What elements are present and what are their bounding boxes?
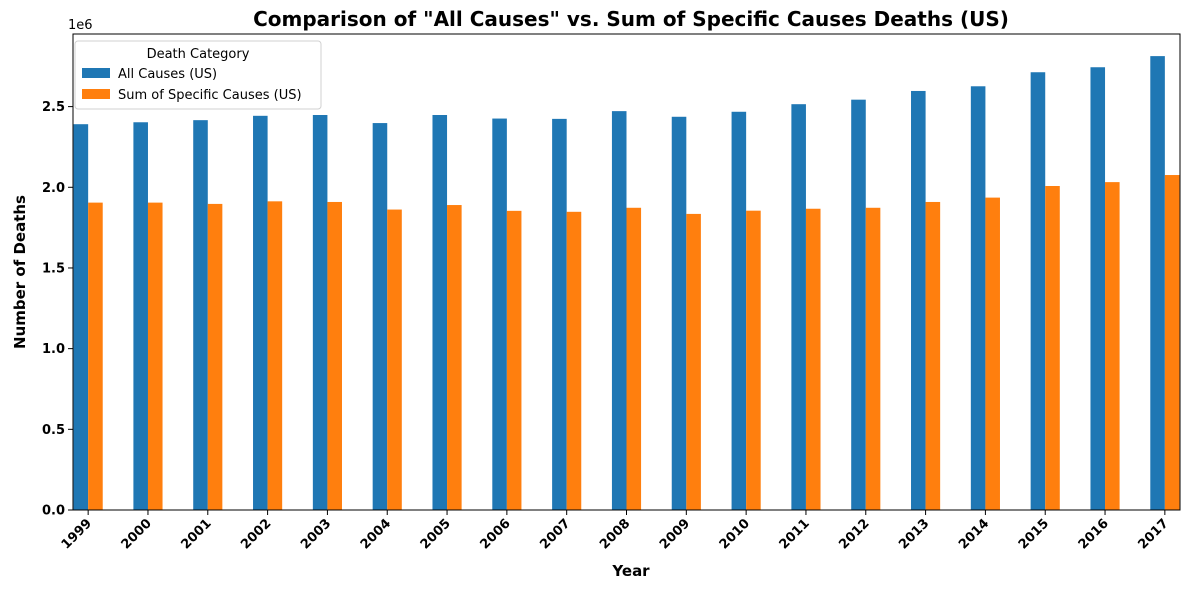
bar-all-causes-2001 bbox=[193, 120, 208, 510]
bar-all-causes-2003 bbox=[312, 115, 328, 510]
y-tick-label: 2.0 bbox=[42, 181, 65, 196]
bar-all-causes-2011 bbox=[791, 104, 806, 510]
bar-all-causes-2012 bbox=[851, 99, 866, 511]
legend-swatch-all-causes bbox=[82, 68, 110, 78]
bar-all-causes-2015 bbox=[1030, 72, 1046, 511]
bar-all-causes-2000 bbox=[133, 122, 148, 510]
bar-specific-causes-2015 bbox=[1045, 186, 1060, 510]
y-axis-ticks: 0.0 0.5 1.0 1.5 2.0 2.5 bbox=[42, 100, 73, 519]
bar-all-causes-2004 bbox=[372, 123, 388, 510]
x-tick-label: 2011 bbox=[777, 516, 813, 552]
bar-specific-causes-1999 bbox=[88, 202, 103, 510]
bar-specific-causes-2009 bbox=[686, 213, 701, 510]
legend-label-specific-causes: Sum of Specific Causes (US) bbox=[118, 88, 302, 103]
bar-specific-causes-2004 bbox=[387, 209, 402, 510]
x-tick-label: 2006 bbox=[477, 516, 513, 552]
x-tick-label: 2001 bbox=[178, 516, 214, 552]
bar-specific-causes-2002 bbox=[267, 201, 283, 510]
bar-all-causes-1999 bbox=[73, 124, 89, 510]
bar-all-causes-2006 bbox=[492, 118, 507, 511]
x-tick-label: 2008 bbox=[597, 516, 633, 552]
bar-specific-causes-2006 bbox=[506, 210, 522, 510]
bar-all-causes-2016 bbox=[1090, 67, 1106, 511]
x-tick-label: 2016 bbox=[1076, 516, 1112, 552]
legend-title: Death Category bbox=[147, 47, 250, 62]
x-tick-label: 1999 bbox=[59, 516, 95, 552]
bar-all-causes-2007 bbox=[552, 118, 567, 511]
legend-label-all-causes: All Causes (US) bbox=[118, 67, 217, 82]
plot-frame bbox=[72, 33, 1181, 511]
x-axis-label: Year bbox=[611, 562, 650, 580]
x-tick-label: 2015 bbox=[1016, 516, 1052, 552]
x-tick-label: 2017 bbox=[1135, 516, 1171, 552]
bar-specific-causes-2010 bbox=[746, 210, 761, 510]
x-axis-ticks: 1999 2000 2001 2002 2003 2004 2005 2006 2007 2008… bbox=[59, 510, 1172, 552]
legend: Death Category All Causes (US) Sum of Sp… bbox=[74, 40, 322, 110]
x-tick-label: 2000 bbox=[119, 516, 155, 552]
y-axis-label: Number of Deaths bbox=[11, 195, 29, 349]
bar-specific-causes-2014 bbox=[985, 197, 1000, 511]
x-tick-label: 2013 bbox=[896, 516, 932, 552]
bars-group bbox=[73, 56, 1180, 511]
bar-all-causes-2008 bbox=[611, 111, 627, 510]
bar-all-causes-2013 bbox=[911, 90, 926, 511]
bar-specific-causes-2005 bbox=[447, 205, 462, 511]
bar-all-causes-2005 bbox=[432, 115, 448, 510]
y-tick-label: 2.5 bbox=[42, 100, 65, 115]
x-tick-label: 2003 bbox=[298, 516, 334, 552]
y-offset-label: 1e6 bbox=[68, 18, 93, 33]
bar-specific-causes-2000 bbox=[147, 202, 163, 510]
bar-specific-causes-2012 bbox=[865, 207, 881, 510]
bar-specific-causes-2008 bbox=[626, 207, 642, 510]
bar-specific-causes-2003 bbox=[327, 201, 342, 510]
y-tick-label: 1.5 bbox=[42, 261, 65, 276]
bar-specific-causes-2007 bbox=[566, 211, 582, 510]
bar-all-causes-2009 bbox=[671, 116, 687, 510]
bar-all-causes-2014 bbox=[970, 86, 986, 510]
bar-all-causes-2002 bbox=[253, 115, 268, 510]
y-tick-label: 1.0 bbox=[42, 342, 65, 357]
bar-all-causes-2010 bbox=[731, 111, 747, 511]
x-tick-label: 2004 bbox=[358, 516, 394, 552]
bar-specific-causes-2013 bbox=[925, 201, 941, 510]
x-tick-label: 2002 bbox=[238, 516, 274, 552]
legend-swatch-specific-causes bbox=[82, 89, 110, 99]
bar-specific-causes-2011 bbox=[805, 208, 821, 510]
chart-title: Comparison of "All Causes" vs. Sum of Sp… bbox=[253, 7, 1009, 31]
x-tick-label: 2010 bbox=[717, 516, 753, 552]
x-tick-label: 2012 bbox=[836, 516, 872, 552]
bar-specific-causes-2016 bbox=[1105, 182, 1120, 510]
bar-specific-causes-2001 bbox=[207, 203, 223, 510]
x-tick-label: 2007 bbox=[537, 516, 573, 552]
bar-all-causes-2017 bbox=[1150, 56, 1165, 511]
y-tick-label: 0.0 bbox=[42, 504, 65, 519]
x-tick-label: 2005 bbox=[418, 516, 454, 552]
x-tick-label: 2009 bbox=[657, 516, 693, 552]
legend-box bbox=[74, 40, 322, 110]
y-tick-label: 0.5 bbox=[42, 423, 65, 438]
x-tick-label: 2014 bbox=[956, 516, 992, 552]
bar-specific-causes-2017 bbox=[1164, 175, 1180, 510]
